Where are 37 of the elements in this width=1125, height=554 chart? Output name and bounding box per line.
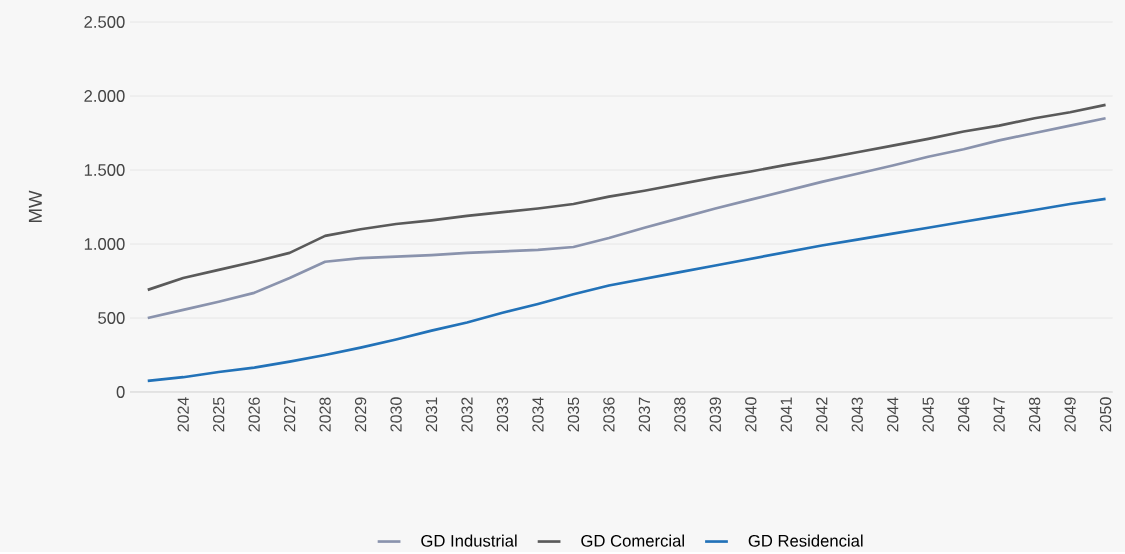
x-tick-label: 2047 — [993, 397, 1005, 432]
x-tick-label: 2041 — [780, 397, 792, 432]
x-tick-label: 2026 — [248, 397, 260, 432]
y-axis-title: MW — [28, 190, 42, 223]
legend-label: GD Comercial — [581, 534, 684, 547]
x-tick-label: 2042 — [816, 397, 828, 432]
x-tick-label: 2048 — [1028, 397, 1041, 432]
y-tick-label: 2.500 — [84, 16, 125, 28]
x-tick-label: 2027 — [283, 397, 296, 432]
y-tick-label: 0 — [116, 386, 125, 398]
y-tick-label: 1.500 — [84, 164, 125, 176]
y-tick-label: 500 — [98, 312, 125, 324]
x-tick-label: 2038 — [674, 397, 686, 432]
x-tick-label: 2031 — [425, 397, 438, 432]
x-tick-label: 2040 — [745, 397, 757, 432]
x-tick-label: 2037 — [638, 397, 651, 432]
x-tick-label: 2036 — [603, 397, 615, 432]
x-tick-label: 2050 — [1099, 397, 1112, 432]
x-tick-label: 2028 — [319, 397, 331, 432]
x-tick-label: 2049 — [1064, 397, 1076, 432]
x-tick-label: 2025 — [213, 397, 225, 432]
x-tick-label: 2032 — [461, 397, 473, 432]
x-tick-label: 2046 — [958, 397, 970, 432]
x-tick-label: 2035 — [567, 397, 580, 432]
legend-label: GD Residencial — [748, 534, 863, 547]
x-tick-label: 2043 — [851, 397, 863, 432]
x-tick-label: 2045 — [922, 397, 934, 432]
y-tick-label: 2.000 — [84, 90, 125, 102]
x-tick-label: 2029 — [354, 397, 367, 432]
y-tick-label: 1.000 — [84, 238, 125, 250]
x-tick-label: 2024 — [177, 397, 189, 432]
x-tick-label: 2039 — [709, 397, 721, 432]
x-tick-label: 2034 — [532, 397, 544, 432]
x-tick-label: 2044 — [887, 397, 899, 432]
legend-label: GD Industrial — [421, 534, 517, 547]
x-tick-label: 2030 — [390, 397, 402, 432]
x-tick-label: 2033 — [496, 397, 509, 432]
